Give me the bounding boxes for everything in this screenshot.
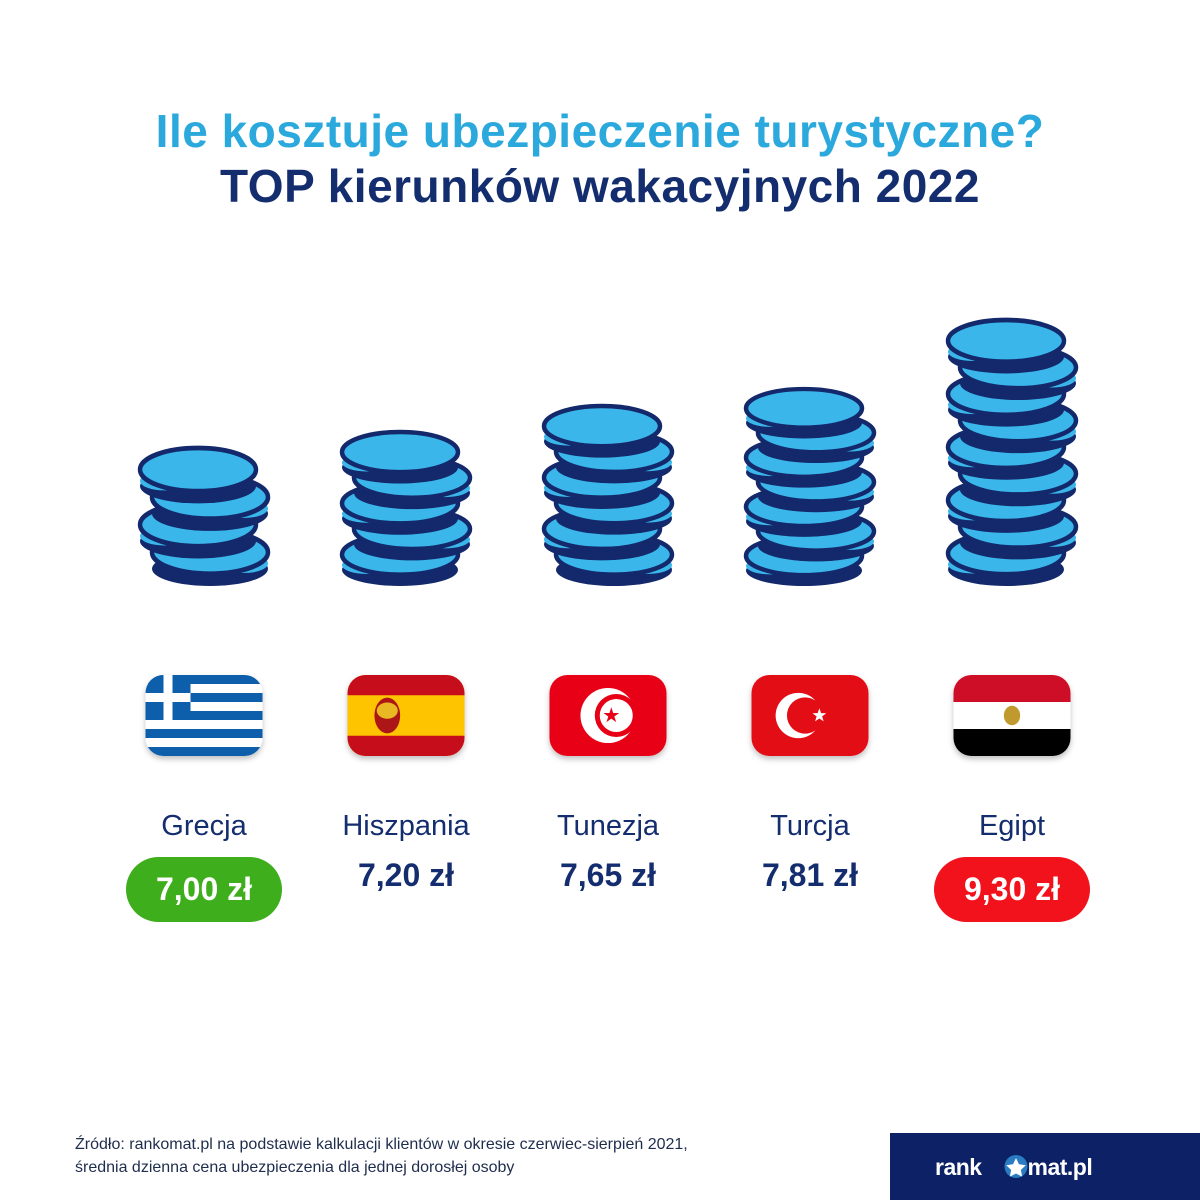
svg-text:mat.pl: mat.pl — [1028, 1154, 1093, 1180]
svg-text:rank: rank — [935, 1154, 982, 1180]
